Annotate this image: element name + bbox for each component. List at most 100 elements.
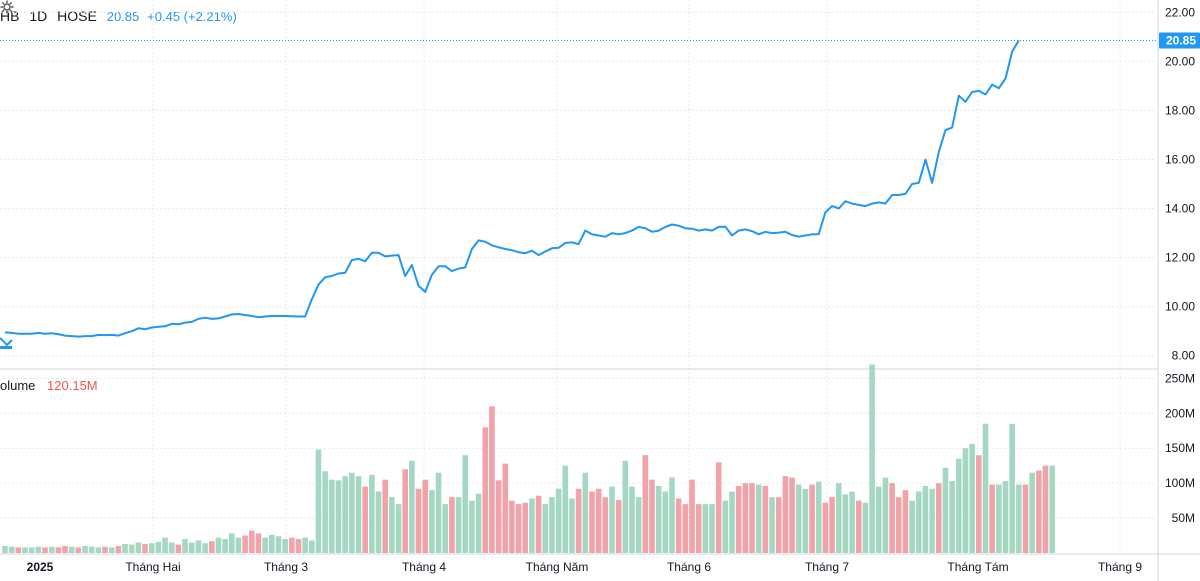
volume-bar bbox=[362, 486, 368, 553]
time-tick-label: Tháng 3 bbox=[264, 560, 308, 574]
volume-bar bbox=[882, 477, 889, 553]
volume-bar bbox=[942, 467, 949, 553]
volume-bar bbox=[375, 491, 382, 553]
volume-bar bbox=[349, 472, 355, 553]
volume-bar bbox=[575, 488, 582, 553]
volume-bar bbox=[369, 474, 375, 553]
volume-bar bbox=[795, 484, 802, 553]
volume-bar bbox=[222, 539, 228, 553]
reset-chart-icon[interactable] bbox=[0, 335, 14, 351]
volume-bar bbox=[809, 484, 815, 553]
time-tick-label: Tháng Tám bbox=[947, 560, 1008, 574]
volume-bar bbox=[162, 537, 168, 553]
volume-bar bbox=[569, 498, 575, 553]
volume-bar bbox=[1042, 465, 1049, 553]
price-line bbox=[4, 39, 1020, 338]
volume-bar bbox=[495, 480, 502, 553]
time-tick-label: Tháng 4 bbox=[402, 560, 446, 574]
volume-bar bbox=[902, 490, 909, 553]
volume-bar bbox=[68, 546, 75, 553]
volume-bar bbox=[142, 543, 148, 553]
volume-bar bbox=[295, 539, 302, 553]
volume-bar bbox=[762, 485, 769, 553]
volume-bar bbox=[475, 493, 482, 553]
volume-bar bbox=[462, 455, 469, 553]
last-price-tag-label: 20.85 bbox=[1166, 33, 1196, 47]
volume-bar bbox=[895, 497, 902, 553]
volume-bar bbox=[655, 485, 662, 553]
volume-bar bbox=[148, 543, 155, 553]
time-tick-label: Tháng 9 bbox=[1098, 560, 1142, 574]
volume-bar bbox=[715, 462, 722, 553]
volume-bar bbox=[175, 544, 182, 553]
volume-bar bbox=[1002, 481, 1009, 553]
volume-bar bbox=[248, 530, 255, 553]
volume-bar bbox=[282, 539, 288, 553]
volume-bar bbox=[502, 463, 509, 553]
volume-bar bbox=[889, 483, 895, 553]
volume-bar bbox=[102, 546, 108, 553]
volume-bar bbox=[255, 533, 262, 553]
volume-bar bbox=[409, 460, 415, 553]
volume-bar bbox=[675, 498, 682, 553]
volume-bar bbox=[929, 488, 935, 553]
volume-bar bbox=[815, 481, 822, 553]
volume-bar bbox=[642, 455, 649, 553]
price-tick-label: 14.00 bbox=[1165, 202, 1195, 216]
volume-bar bbox=[55, 547, 62, 553]
volume-bar bbox=[956, 458, 962, 553]
volume-bar bbox=[442, 504, 449, 553]
volume-bar bbox=[982, 423, 989, 553]
volume-bar bbox=[609, 486, 615, 553]
volume-bar bbox=[529, 498, 535, 553]
volume-bar bbox=[95, 547, 102, 553]
volume-bar bbox=[62, 546, 68, 553]
time-tick-label: Tháng 7 bbox=[805, 560, 849, 574]
volume-bar bbox=[789, 477, 795, 553]
volume-bar bbox=[322, 471, 328, 553]
volume-bar bbox=[122, 543, 128, 553]
volume-bar bbox=[649, 479, 655, 553]
volume-bar bbox=[875, 486, 882, 553]
volume-bar bbox=[415, 488, 422, 553]
volume-bar bbox=[35, 546, 42, 553]
volume-tick-label: 200M bbox=[1165, 406, 1195, 420]
volume-bar bbox=[395, 504, 402, 553]
volume-bar bbox=[28, 547, 35, 553]
volume-bar bbox=[849, 491, 855, 553]
volume-bar bbox=[769, 497, 775, 553]
volume-bar bbox=[2, 546, 8, 553]
volume-bar bbox=[455, 497, 462, 553]
volume-bar bbox=[949, 481, 955, 553]
volume-bar bbox=[996, 484, 1002, 553]
volume-bar bbox=[188, 542, 195, 553]
gear-icon[interactable] bbox=[0, 0, 14, 14]
volume-bar bbox=[989, 484, 995, 553]
volume-tick-label: 100M bbox=[1165, 476, 1195, 490]
volume-bar bbox=[562, 465, 569, 553]
time-tick-label: 2025 bbox=[27, 560, 54, 574]
price-tick-label: 16.00 bbox=[1165, 152, 1195, 166]
time-tick-label: Tháng Năm bbox=[526, 560, 589, 574]
volume-bar bbox=[542, 504, 549, 553]
volume-bar bbox=[182, 539, 188, 553]
time-tick-label: Tháng 6 bbox=[667, 560, 711, 574]
volume-bar bbox=[669, 477, 675, 553]
volume-bar bbox=[402, 469, 408, 553]
volume-label[interactable]: olume bbox=[0, 378, 36, 393]
volume-bar bbox=[489, 406, 495, 553]
volume-bar bbox=[115, 546, 122, 553]
volume-bar bbox=[742, 483, 749, 553]
time-tick-label: Tháng Hai bbox=[125, 560, 180, 574]
volume-bar bbox=[969, 444, 975, 553]
volume-bar bbox=[429, 490, 435, 553]
volume-bar bbox=[228, 533, 235, 553]
volume-bar bbox=[202, 543, 208, 553]
volume-bar bbox=[775, 497, 782, 553]
volume-bar bbox=[382, 479, 388, 553]
volume-bar bbox=[735, 485, 742, 553]
volume-bar bbox=[1009, 423, 1015, 553]
volume-bar bbox=[275, 536, 282, 553]
volume-bar bbox=[695, 504, 702, 553]
